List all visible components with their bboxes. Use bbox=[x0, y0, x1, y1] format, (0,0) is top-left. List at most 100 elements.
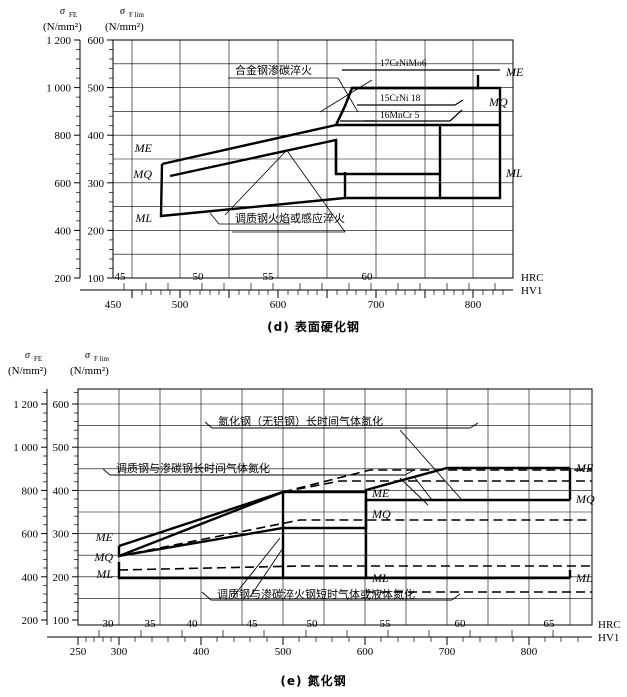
ytick-left-800-e: 800 bbox=[22, 485, 39, 497]
sigma-fe-unit-e: (N/mm²) bbox=[8, 365, 47, 377]
ytick-left-200-e: 200 bbox=[22, 615, 39, 627]
label-mq-inner-e: MQ bbox=[371, 507, 391, 521]
sigma-flim-unit: (N/mm²) bbox=[105, 21, 144, 33]
xtick-hrc-45: 45 bbox=[115, 271, 127, 283]
xtick-hv-250-e: 250 bbox=[70, 646, 87, 658]
chart-e-hv-labels: 250 300 400 500 600 700 800 bbox=[70, 646, 538, 658]
chart-d-annotations: 合金钢渗碳淬火 调质钢火焰或感应淬火 bbox=[235, 63, 345, 225]
chart-e-group: σ FE (N/mm²) σ F lim (N/mm²) bbox=[8, 350, 621, 658]
chart-d-hv-axis-name: HV1 bbox=[521, 285, 542, 297]
ytick-100: 100 bbox=[88, 273, 105, 285]
xtick-hv-800-e: 800 bbox=[521, 646, 538, 658]
ytick-200-e: 200 bbox=[53, 572, 70, 584]
xtick-hv-500-e: 500 bbox=[275, 646, 292, 658]
chart-e-inner-ticklabels: 600 500 400 300 200 100 bbox=[53, 399, 70, 627]
chart-d-grade-leaders bbox=[340, 69, 500, 122]
xtick-hrc-60: 60 bbox=[362, 271, 374, 283]
xtick-hv-300-e: 300 bbox=[111, 646, 128, 658]
label-mq-right-d: MQ bbox=[488, 95, 508, 109]
ytick-500-e: 500 bbox=[53, 442, 70, 454]
xtick-hv-500: 500 bbox=[172, 299, 189, 311]
series-riser bbox=[343, 87, 354, 107]
ytick-left-1200: 1 200 bbox=[46, 35, 71, 47]
chart-d-hrc-labels: 45 50 55 60 bbox=[115, 271, 374, 283]
ytick-left-600-e: 600 bbox=[22, 529, 39, 541]
xtick-hrc-30: 30 bbox=[103, 618, 115, 630]
ytick-300: 300 bbox=[88, 178, 105, 190]
sigma-fe-sub: FE bbox=[69, 11, 77, 19]
xtick-hv-700-e: 700 bbox=[439, 646, 456, 658]
xtick-hv-600-e: 600 bbox=[357, 646, 374, 658]
ytick-600-e: 600 bbox=[53, 399, 70, 411]
label-me-right-e: ME bbox=[575, 461, 594, 475]
chart-d-series bbox=[159, 75, 502, 218]
chart-e-inner-axis: 600 500 400 300 200 100 bbox=[53, 392, 78, 627]
xtick-hv-700: 700 bbox=[368, 299, 385, 311]
label-ml-right-e: ML bbox=[575, 571, 593, 585]
sigma-flim-sub-e: F lim bbox=[94, 355, 110, 363]
label-mq-right-e: MQ bbox=[575, 492, 595, 506]
series-right-ml bbox=[440, 172, 502, 200]
series-flame-mid bbox=[334, 140, 440, 176]
series-e-dash-upper bbox=[282, 469, 592, 493]
chart-d-side-labels: ME MQ ML ME MQ ML bbox=[132, 65, 524, 225]
sigma-fe-symbol-e: σ bbox=[25, 350, 31, 361]
ytick-200: 200 bbox=[88, 225, 105, 237]
ytick-100-e: 100 bbox=[53, 615, 70, 627]
xtick-hrc-65: 65 bbox=[544, 618, 556, 630]
label-ml-inner-e: ML bbox=[371, 571, 389, 585]
chart-d-hv-labels: 450 500 600 700 800 bbox=[105, 299, 482, 311]
xtick-hrc-55: 55 bbox=[263, 271, 275, 283]
chart-d-inner-ticklabels: 600 500 400 300 200 100 bbox=[88, 35, 105, 285]
sigma-fe-unit: (N/mm²) bbox=[43, 21, 82, 33]
chart-e-left-ticklabels: 1 200 1 000 800 600 400 200 bbox=[13, 399, 38, 627]
caption-d: (d) 表面硬化钢 bbox=[267, 320, 360, 334]
sigma-flim-symbol-e: σ bbox=[85, 350, 91, 361]
xtick-hrc-50: 50 bbox=[193, 271, 205, 283]
sigma-flim-symbol: σ bbox=[120, 6, 126, 17]
xtick-hrc-60: 60 bbox=[455, 618, 467, 630]
chart-e-series-dashed bbox=[118, 469, 592, 593]
label-me-right-d: ME bbox=[505, 65, 524, 79]
chart-e-hrc-axis-name: HRC bbox=[598, 619, 621, 631]
chart-d-x-axis: 45 50 55 60 450 500 600 700 800 HRC HV1 bbox=[80, 271, 544, 311]
caption-e: (e) 氮化钢 bbox=[280, 674, 347, 688]
sigma-flim-unit-e: (N/mm²) bbox=[70, 365, 109, 377]
ytick-300-e: 300 bbox=[53, 529, 70, 541]
chart-d-group: σ FE (N/mm²) σ F lim (N/mm²) bbox=[43, 6, 544, 311]
grade-17crnimo6: 17CrNiMo6 bbox=[380, 59, 427, 69]
sigma-fe-sub-e: FE bbox=[34, 355, 42, 363]
chart-e-leaders bbox=[102, 421, 479, 601]
chart-d-hrc-axis-name: HRC bbox=[521, 272, 544, 284]
xtick-hv-400-e: 400 bbox=[193, 646, 210, 658]
series-e-dash-mid bbox=[118, 519, 592, 557]
ytick-left-200: 200 bbox=[55, 273, 72, 285]
chart-e-hv-axis-name: HV1 bbox=[598, 632, 619, 644]
chart-d-left-ticklabels: 1 200 1 000 800 600 400 200 bbox=[46, 35, 71, 285]
sigma-fe-symbol: σ bbox=[60, 6, 66, 17]
chart-d-leaders bbox=[209, 77, 373, 233]
label-ml-left-d: ML bbox=[134, 211, 152, 225]
xtick-hrc-35: 35 bbox=[145, 618, 157, 630]
ann-nitriding-steel-long: 氮化钢（无铝钢）长时间气体氮化 bbox=[218, 414, 383, 428]
label-me-inner-e: ME bbox=[371, 486, 390, 500]
series-right-me bbox=[352, 86, 502, 172]
chart-e-annotations: 氮化钢（无铝钢）长时间气体氮化 调质钢与渗碳钢长时间气体氮化 调质钢与渗碳淬火钢… bbox=[116, 414, 415, 601]
series-e-me-rise bbox=[118, 490, 284, 548]
series-riser2 bbox=[334, 105, 347, 126]
ytick-left-400: 400 bbox=[55, 225, 72, 237]
label-mq-left-d: MQ bbox=[132, 167, 152, 181]
chart-d-left-axis: 1 200 1 000 800 600 400 200 bbox=[46, 35, 81, 285]
xtick-hrc-40: 40 bbox=[187, 618, 199, 630]
chart-e-x-axis: 30 35 40 45 50 55 60 65 250 300 400 500 … bbox=[47, 618, 621, 658]
xtick-hrc-55: 55 bbox=[380, 618, 392, 630]
ytick-left-1000-e: 1 000 bbox=[13, 442, 38, 454]
label-ml-left-e: ML bbox=[95, 567, 113, 581]
sigma-flim-sub: F lim bbox=[129, 11, 145, 19]
grade-16mncr5: 16MnCr 5 bbox=[380, 111, 420, 121]
label-me-left-e: ME bbox=[95, 530, 114, 544]
ytick-left-400-e: 400 bbox=[22, 572, 39, 584]
